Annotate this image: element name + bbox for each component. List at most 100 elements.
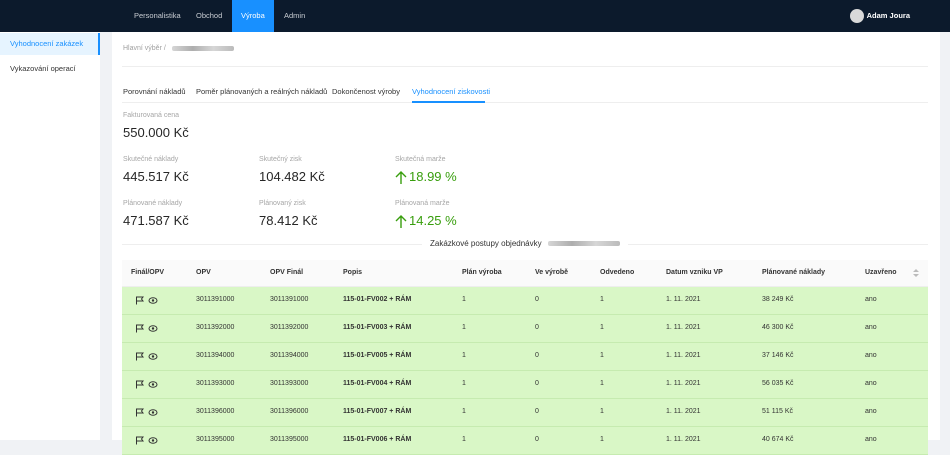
stat-value: 18.99 % (409, 169, 457, 184)
table-cell: 115-01-FV005 + RÁM (343, 352, 412, 359)
table-cell: 1 (462, 324, 466, 331)
eye-icon[interactable] (148, 380, 158, 389)
arrow-up (395, 215, 407, 228)
flag-icon[interactable] (135, 408, 145, 417)
column-header[interactable]: Finál/OPV (131, 269, 165, 276)
table-cell: 0 (535, 296, 539, 303)
table-cell: 46 300 Kč (762, 324, 794, 331)
table-cell: 1 (462, 352, 466, 359)
eye-icon[interactable] (148, 436, 158, 445)
tab[interactable]: Dokončenost výroby (332, 87, 400, 96)
section-title: Zakázkové postupy objednávky (430, 239, 542, 248)
table-cell: 1 (462, 296, 466, 303)
table-cell: 0 (535, 408, 539, 415)
flag-icon[interactable] (135, 352, 145, 361)
user-name[interactable]: Adam Joura (866, 11, 910, 20)
table-cell: 115-01-FV002 + RÁM (343, 296, 412, 303)
table-cell: 115-01-FV004 + RÁM (343, 380, 412, 387)
table-header (122, 260, 928, 287)
eye-icon[interactable] (148, 296, 158, 305)
column-header[interactable]: Popis (343, 269, 363, 276)
table-cell: 3011393000 (270, 380, 309, 387)
sort-icon[interactable] (912, 268, 920, 278)
column-header[interactable]: OPV (196, 269, 211, 276)
table-cell: 3011392000 (196, 324, 235, 331)
table-cell: 3011396000 (196, 408, 235, 415)
table-cell: 1 (600, 324, 604, 331)
table-cell: 1 (462, 380, 466, 387)
top-bar (0, 0, 950, 32)
tab[interactable]: Poměr plánovaných a reálných nákladů (196, 87, 328, 96)
table-cell: 1 (600, 380, 604, 387)
nav-item-active[interactable]: Výroba (232, 0, 274, 32)
sidebar (0, 32, 100, 440)
table-cell: 3011394000 (196, 352, 235, 359)
stat-value: 104.482 Kč (259, 169, 325, 184)
table-row[interactable] (122, 343, 928, 371)
table-cell: ano (865, 380, 877, 387)
stat-label: Skutečný zisk (259, 156, 302, 163)
table-row[interactable] (122, 287, 928, 315)
eye-icon[interactable] (148, 324, 158, 333)
table-cell: 1. 11. 2021 (666, 296, 701, 303)
avatar[interactable] (850, 9, 864, 23)
eye-icon[interactable] (148, 352, 158, 361)
flag-icon[interactable] (135, 436, 145, 445)
stat-value: 445.517 Kč (123, 169, 189, 184)
table-cell: 0 (535, 380, 539, 387)
table-cell: 3011391000 (270, 296, 309, 303)
flag-icon[interactable] (135, 324, 145, 333)
table-cell: 1 (462, 408, 466, 415)
sidebar-item-active[interactable]: Vyhodnocení zakázek (0, 33, 100, 55)
stat-value: 78.412 Kč (259, 213, 318, 228)
table-cell: 1 (600, 352, 604, 359)
flag-icon[interactable] (135, 296, 145, 305)
stat-label: Plánovaný zisk (259, 200, 306, 207)
flag-icon[interactable] (135, 380, 145, 389)
table-cell: 0 (535, 352, 539, 359)
sidebar-item[interactable]: Vykazování operací (10, 64, 76, 73)
redacted (172, 46, 234, 51)
tab-ink (412, 101, 485, 103)
tab-active[interactable]: Vyhodnocení ziskovosti (412, 87, 491, 96)
table-row[interactable] (122, 371, 928, 399)
stat-value: 14.25 % (409, 213, 457, 228)
column-header[interactable]: Uzavřeno (865, 269, 897, 276)
table-cell: 38 249 Kč (762, 296, 794, 303)
table-cell: 1. 11. 2021 (666, 352, 701, 359)
table-cell: 1. 11. 2021 (666, 380, 701, 387)
stat-label: Plánované náklady (123, 200, 183, 207)
tab-bar (122, 102, 928, 103)
table-cell: ano (865, 352, 877, 359)
stat-value: 471.587 Kč (123, 213, 189, 228)
arrow-up (395, 171, 407, 184)
divider (122, 244, 422, 245)
table-cell: 0 (535, 324, 539, 331)
column-header[interactable]: OPV Finál (270, 269, 304, 276)
nav-item[interactable]: Personalistika (134, 11, 181, 20)
table-cell: 37 146 Kč (762, 352, 794, 359)
column-header[interactable]: Plánované náklady (762, 269, 826, 276)
eye-icon[interactable] (148, 408, 158, 417)
table-row[interactable] (122, 399, 928, 427)
table-row[interactable] (122, 315, 928, 343)
table-cell: 115-01-FV003 + RÁM (343, 324, 412, 331)
table-cell: 56 035 Kč (762, 380, 794, 387)
redacted (548, 241, 620, 246)
stat-value: 550.000 Kč (123, 125, 189, 140)
column-header[interactable]: Plán výroba (462, 269, 502, 276)
table-cell: 3011396000 (270, 408, 309, 415)
table-row[interactable] (122, 427, 928, 455)
column-header[interactable]: Datum vzniku VP (666, 269, 723, 276)
tab[interactable]: Porovnání nákladů (123, 87, 186, 96)
column-header[interactable]: Ve výrobě (535, 269, 569, 276)
nav-item[interactable]: Obchod (196, 11, 223, 20)
table-cell: ano (865, 408, 877, 415)
table-cell: 3011394000 (270, 352, 309, 359)
table-cell: 3011392000 (270, 324, 309, 331)
stat-label: Fakturovaná cena (123, 112, 180, 119)
breadcrumb[interactable]: Hlavní výběr / (123, 45, 166, 52)
table-cell: ano (865, 296, 877, 303)
nav-item[interactable]: Admin (284, 11, 306, 20)
column-header[interactable]: Odvedeno (600, 269, 635, 276)
